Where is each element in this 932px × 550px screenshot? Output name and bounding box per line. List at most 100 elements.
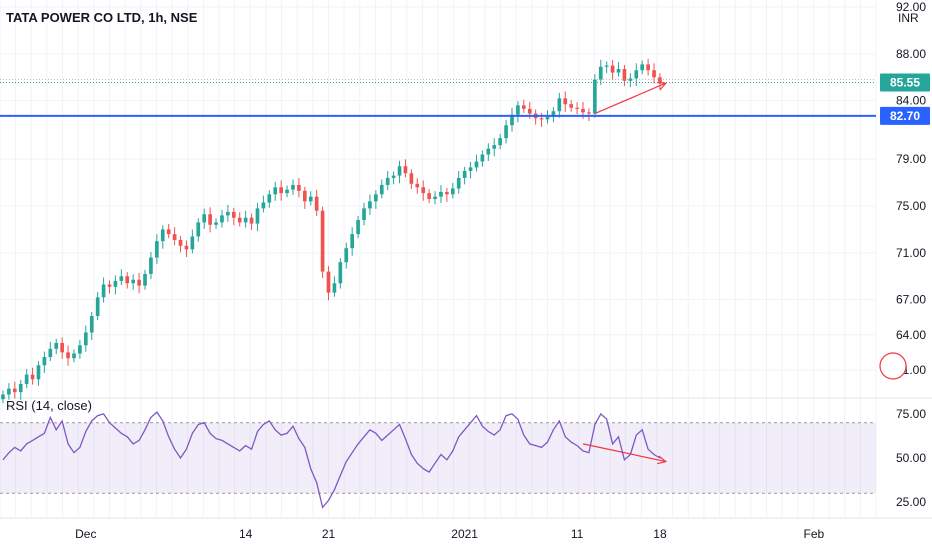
candle[interactable] [628, 72, 633, 88]
rsi-trendline[interactable] [582, 443, 667, 463]
candle[interactable] [409, 169, 414, 190]
candle[interactable] [184, 240, 189, 257]
candle[interactable] [172, 227, 177, 246]
candle[interactable] [468, 161, 473, 179]
candle[interactable] [450, 182, 455, 199]
candle[interactable] [445, 187, 449, 202]
candle[interactable] [640, 60, 645, 75]
candle[interactable] [498, 134, 502, 150]
candle[interactable] [403, 159, 408, 178]
candle[interactable] [208, 207, 212, 233]
candle[interactable] [456, 171, 461, 194]
candle[interactable] [243, 210, 248, 228]
candle[interactable] [658, 73, 662, 91]
price-trendline[interactable] [594, 82, 667, 115]
candle[interactable] [462, 166, 467, 185]
price-axis[interactable]: 92.00 88.00 84.00 79.00 75.00 71.00 67.00 64.00… [880, 0, 930, 509]
candle[interactable] [18, 379, 23, 400]
candle[interactable] [385, 171, 390, 191]
candle[interactable] [486, 143, 491, 161]
candle[interactable] [326, 266, 331, 301]
candle[interactable] [231, 207, 236, 226]
candle[interactable] [598, 59, 603, 85]
candle[interactable] [379, 179, 384, 199]
candle[interactable] [521, 99, 526, 113]
candle[interactable] [291, 179, 295, 195]
candle[interactable] [255, 202, 260, 232]
candle[interactable] [480, 150, 485, 167]
candle[interactable] [54, 338, 59, 355]
candle[interactable] [356, 215, 360, 239]
candle[interactable] [433, 191, 437, 205]
candle[interactable] [350, 227, 355, 256]
candle[interactable] [338, 258, 343, 289]
candle[interactable] [427, 189, 431, 204]
candle[interactable] [569, 100, 574, 112]
overlays[interactable] [0, 79, 876, 465]
candles[interactable] [1, 58, 662, 404]
candle[interactable] [320, 206, 325, 279]
candle[interactable] [510, 107, 514, 132]
candle[interactable] [539, 112, 544, 128]
candle[interactable] [492, 138, 497, 157]
candle[interactable] [285, 185, 289, 198]
candle[interactable] [646, 58, 650, 76]
candle[interactable] [214, 218, 218, 229]
candle[interactable] [302, 186, 307, 209]
candle[interactable] [202, 208, 207, 229]
rsi-line[interactable] [2, 411, 661, 509]
candle[interactable] [593, 74, 597, 118]
candle[interactable] [533, 109, 538, 125]
candle[interactable] [616, 62, 621, 77]
candle[interactable] [113, 275, 118, 295]
candle[interactable] [557, 92, 562, 118]
candle[interactable] [474, 154, 479, 172]
candle[interactable] [652, 63, 656, 84]
candle[interactable] [125, 272, 130, 289]
candle[interactable] [563, 91, 568, 112]
candle[interactable] [12, 381, 17, 399]
candle[interactable] [267, 190, 272, 208]
candle[interactable] [48, 341, 53, 362]
candle[interactable] [308, 191, 313, 206]
candle[interactable] [397, 160, 402, 184]
candle[interactable] [89, 311, 94, 341]
candle[interactable] [101, 277, 106, 303]
candle[interactable] [551, 107, 556, 123]
candle[interactable] [7, 383, 11, 400]
candle[interactable] [421, 180, 426, 201]
candle[interactable] [415, 178, 420, 194]
candle[interactable] [575, 102, 579, 115]
candle[interactable] [237, 212, 242, 227]
candle[interactable] [587, 108, 591, 122]
candle[interactable] [107, 280, 112, 294]
candle[interactable] [261, 195, 266, 213]
candle[interactable] [72, 349, 76, 363]
current-price-badge[interactable] [880, 73, 930, 92]
time-axis[interactable]: Dec 14 21 2021 11 18 Feb [75, 527, 824, 541]
candle[interactable] [137, 272, 141, 294]
candle[interactable] [24, 369, 29, 389]
candle[interactable] [143, 269, 147, 290]
candle[interactable] [83, 325, 88, 352]
candle[interactable] [439, 185, 443, 204]
candle[interactable] [279, 180, 283, 201]
candle[interactable] [368, 194, 372, 215]
candle[interactable] [1, 390, 5, 404]
candle[interactable] [344, 242, 349, 269]
candle[interactable] [196, 218, 201, 242]
candle[interactable] [220, 209, 224, 228]
candle[interactable] [149, 252, 153, 280]
candle[interactable] [610, 60, 615, 81]
candle[interactable] [516, 101, 520, 123]
candle[interactable] [297, 178, 301, 198]
horizontal-level-badge[interactable] [880, 106, 930, 125]
candle[interactable] [374, 190, 378, 209]
candle[interactable] [78, 339, 82, 359]
candle[interactable] [166, 223, 171, 239]
candle[interactable] [273, 181, 278, 201]
alert-circle-icon[interactable] [879, 352, 907, 380]
candle[interactable] [95, 291, 100, 321]
candle[interactable] [226, 204, 230, 222]
